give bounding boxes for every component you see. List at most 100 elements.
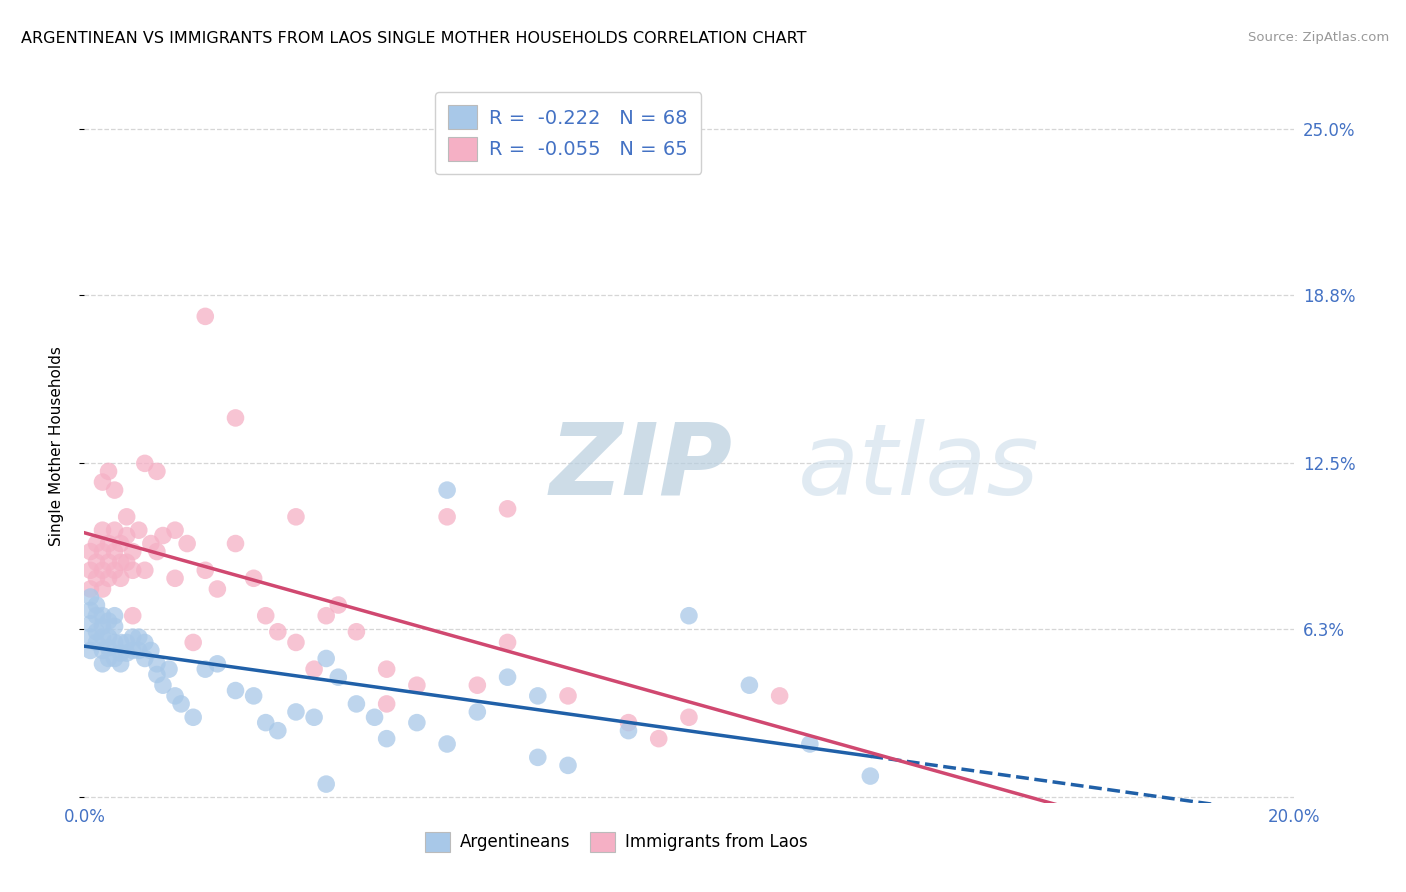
Point	[79, 616, 101, 631]
Point	[79, 630, 101, 644]
Point	[315, 777, 337, 791]
Point	[86, 635, 108, 649]
Point	[139, 643, 162, 657]
Point	[86, 608, 108, 623]
Point	[115, 555, 138, 569]
Point	[242, 571, 264, 585]
Point	[467, 705, 489, 719]
Point	[181, 710, 204, 724]
Point	[207, 582, 229, 596]
Point	[115, 635, 138, 649]
Point	[436, 509, 458, 524]
Point	[181, 635, 204, 649]
Point	[315, 651, 337, 665]
Point	[110, 646, 132, 660]
Point	[527, 750, 550, 764]
Point	[436, 737, 458, 751]
Point	[104, 544, 127, 558]
Point	[121, 643, 143, 657]
Point	[97, 536, 120, 550]
Point	[79, 544, 101, 558]
Point	[406, 678, 429, 692]
Point	[328, 598, 350, 612]
Point	[375, 697, 398, 711]
Point	[97, 630, 120, 644]
Point	[302, 662, 325, 676]
Point	[194, 563, 217, 577]
Point	[104, 651, 127, 665]
Legend: Argentineans, Immigrants from Laos: Argentineans, Immigrants from Laos	[418, 825, 814, 859]
Point	[115, 509, 138, 524]
Point	[315, 608, 337, 623]
Point	[91, 544, 114, 558]
Point	[86, 624, 108, 639]
Point	[165, 523, 187, 537]
Point	[115, 646, 138, 660]
Point	[285, 509, 308, 524]
Point	[121, 563, 143, 577]
Point	[769, 689, 792, 703]
Point	[128, 523, 150, 537]
Point	[134, 456, 156, 470]
Point	[110, 536, 132, 550]
Point	[115, 528, 138, 542]
Point	[467, 678, 489, 692]
Point	[146, 657, 169, 671]
Point	[91, 523, 114, 537]
Point	[97, 640, 120, 655]
Point	[254, 608, 277, 623]
Point	[678, 710, 700, 724]
Point	[152, 528, 174, 542]
Point	[225, 536, 247, 550]
Point	[97, 614, 120, 628]
Point	[91, 643, 114, 657]
Point	[225, 683, 247, 698]
Point	[242, 689, 264, 703]
Point	[157, 662, 180, 676]
Point	[128, 643, 150, 657]
Point	[91, 630, 114, 644]
Point	[79, 643, 101, 657]
Point	[176, 536, 198, 550]
Point	[375, 662, 398, 676]
Point	[225, 411, 247, 425]
Point	[79, 563, 101, 577]
Point	[104, 635, 127, 649]
Point	[86, 536, 108, 550]
Point	[496, 501, 519, 516]
Y-axis label: Single Mother Households: Single Mother Households	[49, 346, 63, 546]
Point	[285, 635, 308, 649]
Point	[97, 464, 120, 478]
Point	[254, 715, 277, 730]
Point	[128, 630, 150, 644]
Point	[406, 715, 429, 730]
Point	[738, 678, 761, 692]
Point	[799, 737, 821, 751]
Point	[346, 624, 368, 639]
Point	[110, 657, 132, 671]
Point	[375, 731, 398, 746]
Point	[146, 667, 169, 681]
Point	[104, 608, 127, 623]
Point	[346, 697, 368, 711]
Text: Source: ZipAtlas.com: Source: ZipAtlas.com	[1249, 31, 1389, 45]
Point	[267, 723, 290, 738]
Text: ZIP: ZIP	[550, 419, 733, 516]
Point	[496, 635, 519, 649]
Point	[104, 523, 127, 537]
Point	[86, 571, 108, 585]
Point	[86, 598, 108, 612]
Point	[121, 630, 143, 644]
Point	[648, 731, 671, 746]
Point	[91, 657, 114, 671]
Point	[146, 544, 169, 558]
Text: ARGENTINEAN VS IMMIGRANTS FROM LAOS SINGLE MOTHER HOUSEHOLDS CORRELATION CHART: ARGENTINEAN VS IMMIGRANTS FROM LAOS SING…	[21, 31, 807, 46]
Point	[165, 689, 187, 703]
Point	[527, 689, 550, 703]
Point	[496, 670, 519, 684]
Point	[302, 710, 325, 724]
Point	[859, 769, 882, 783]
Point	[104, 619, 127, 633]
Point	[97, 555, 120, 569]
Point	[91, 619, 114, 633]
